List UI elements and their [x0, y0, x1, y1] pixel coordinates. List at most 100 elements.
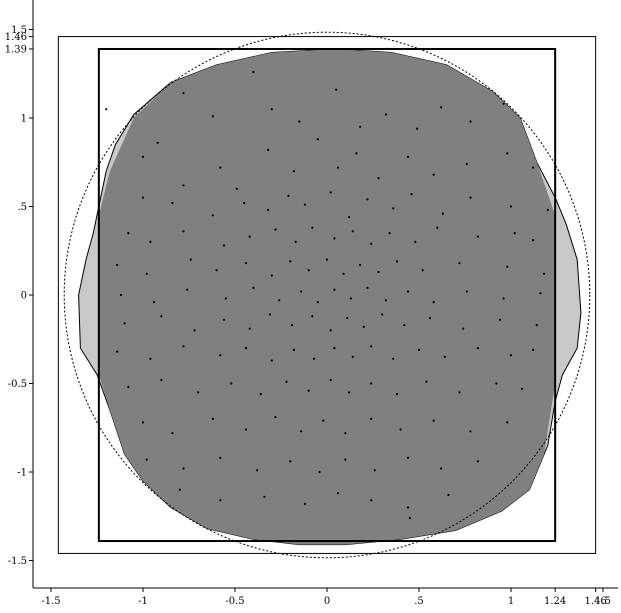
- data-point: [248, 235, 251, 238]
- data-point: [403, 324, 406, 327]
- data-point: [325, 258, 329, 261]
- x-tick-label: -1: [138, 596, 148, 607]
- data-point: [406, 506, 410, 509]
- data-point: [307, 389, 310, 392]
- data-point: [318, 470, 321, 474]
- data-point: [351, 230, 354, 233]
- data-point: [535, 324, 538, 327]
- data-point: [495, 382, 498, 385]
- data-point: [520, 387, 524, 390]
- data-point: [182, 92, 185, 95]
- y-tick-label: -1.5: [8, 556, 27, 567]
- axes: -1.5 -1 -0.5 0.5 1 1.24 1.461.5 1.51.461.391.5…: [5, 0, 618, 607]
- data-point: [344, 432, 347, 435]
- data-point: [476, 235, 479, 238]
- data-point: [316, 301, 319, 304]
- y-tick-label: 1.46: [5, 32, 27, 43]
- data-point: [506, 265, 509, 268]
- data-point: [436, 226, 439, 229]
- data-point: [298, 120, 301, 123]
- data-point: [428, 316, 432, 320]
- data-point: [462, 327, 465, 330]
- data-point: [274, 416, 277, 419]
- data-point: [182, 184, 185, 187]
- data-point: [359, 125, 362, 128]
- data-point: [197, 391, 200, 394]
- data-point: [222, 244, 226, 247]
- data-point: [336, 492, 340, 495]
- data-point: [303, 203, 306, 206]
- data-point: [292, 170, 295, 173]
- data-point: [230, 382, 233, 385]
- x-tick-label: 0: [324, 596, 330, 607]
- data-point: [366, 286, 369, 289]
- x-tick-label: .5: [414, 596, 424, 607]
- data-point: [416, 127, 419, 130]
- data-point: [441, 212, 444, 215]
- data-point: [316, 138, 319, 141]
- data-point: [432, 173, 435, 176]
- data-point: [292, 348, 295, 351]
- data-point: [116, 263, 119, 266]
- data-point: [506, 421, 509, 424]
- data-point: [270, 359, 273, 362]
- data-point: [384, 299, 387, 302]
- data-point: [395, 260, 398, 263]
- data-point: [252, 286, 255, 289]
- data-point: [425, 380, 428, 383]
- data-point: [355, 152, 358, 155]
- data-point: [509, 205, 513, 208]
- data-point: [182, 345, 185, 348]
- data-point: [178, 488, 181, 491]
- data-point: [532, 348, 535, 351]
- data-point: [270, 108, 273, 111]
- data-point: [370, 345, 373, 348]
- data-point: [243, 201, 246, 205]
- data-point: [300, 430, 303, 433]
- data-point: [336, 166, 340, 169]
- data-point: [432, 419, 435, 422]
- data-point: [469, 430, 472, 433]
- y-tick-label: 0: [21, 291, 27, 302]
- x-tick-label: 1.46: [585, 596, 607, 607]
- data-point: [244, 428, 248, 431]
- data-point: [348, 216, 351, 219]
- data-point: [465, 290, 468, 293]
- data-point: [333, 347, 336, 350]
- data-point: [116, 350, 119, 353]
- y-ticks: 1.51.461.391.50-0.5-1-1.5: [5, 25, 33, 567]
- data-point: [476, 460, 479, 463]
- data-point: [189, 258, 192, 261]
- data-point: [447, 493, 450, 497]
- data-point: [248, 327, 251, 330]
- data-point: [127, 385, 130, 389]
- y-tick-label: 1: [21, 114, 27, 125]
- data-point: [285, 380, 288, 383]
- data-point: [509, 354, 513, 357]
- data-point: [370, 242, 373, 245]
- data-point: [219, 499, 222, 502]
- data-point: [294, 240, 297, 243]
- data-point: [359, 263, 362, 266]
- dotted-circle: [63, 31, 591, 559]
- data-point: [349, 297, 352, 300]
- data-point: [502, 102, 505, 105]
- data-point: [410, 193, 413, 196]
- data-point: [476, 347, 479, 350]
- data-point: [417, 348, 421, 351]
- y-tick-label: -1: [17, 468, 27, 479]
- data-point: [346, 316, 349, 320]
- data-point: [211, 115, 214, 118]
- data-point: [289, 260, 292, 263]
- inner-rectangle: [97, 47, 557, 543]
- data-point: [274, 228, 277, 231]
- data-point: [498, 318, 502, 321]
- data-point: [235, 187, 238, 190]
- data-point: [408, 516, 411, 520]
- x-ticks: -1.5 -1 -0.5 0 .5 1 1.24 1.461.5: [41, 588, 611, 607]
- y-tick-label: 1.5: [11, 25, 27, 36]
- y-tick-label: 1.39: [5, 44, 27, 55]
- data-point: [399, 428, 402, 431]
- data-point: [465, 162, 468, 166]
- data-point: [307, 269, 310, 272]
